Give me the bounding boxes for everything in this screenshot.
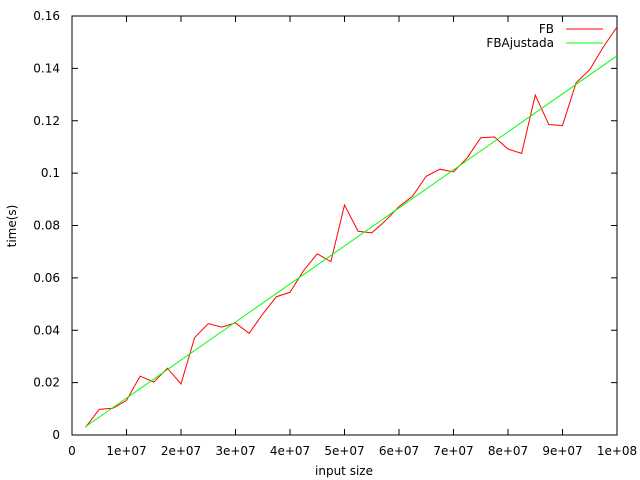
x-tick-label: 8e+07 bbox=[488, 444, 528, 458]
y-tick-label: 0 bbox=[52, 428, 60, 442]
x-tick-label: 4e+07 bbox=[270, 444, 310, 458]
series-line-fbajustada bbox=[85, 55, 618, 428]
y-tick-label: 0.12 bbox=[33, 114, 60, 128]
x-tick-label: 5e+07 bbox=[324, 444, 364, 458]
x-tick-label: 6e+07 bbox=[379, 444, 419, 458]
legend-label: FBAjustada bbox=[486, 36, 554, 50]
y-tick-label: 0.16 bbox=[33, 9, 60, 23]
x-tick-label: 2e+07 bbox=[161, 444, 201, 458]
y-tick-label: 0.02 bbox=[33, 376, 60, 390]
y-tick-label: 0.06 bbox=[33, 271, 60, 285]
y-axis: 0 0.02 0.04 0.06 0.08 0.1 0.12 0.14 0.16 bbox=[33, 9, 617, 442]
series-layer bbox=[85, 26, 618, 428]
legend-label: FB bbox=[539, 22, 554, 36]
y-tick-label: 0.14 bbox=[33, 61, 60, 75]
y-tick-label: 0.1 bbox=[41, 166, 60, 180]
y-tick-label: 0.04 bbox=[33, 323, 60, 337]
x-tick-label: 0 bbox=[68, 444, 76, 458]
x-tick-label: 7e+07 bbox=[433, 444, 473, 458]
x-axis-label: input size bbox=[315, 464, 373, 478]
y-axis-label: time(s) bbox=[5, 205, 19, 248]
x-tick-label: 9e+07 bbox=[542, 444, 582, 458]
plot-frame bbox=[71, 15, 618, 436]
x-tick-label: 3e+07 bbox=[215, 444, 255, 458]
x-tick-label: 1e+07 bbox=[106, 444, 146, 458]
series-line-fb bbox=[85, 26, 618, 428]
x-tick-label: 1e+08 bbox=[597, 444, 637, 458]
y-tick-label: 0.08 bbox=[33, 219, 60, 233]
x-axis: 0 1e+07 2e+07 3e+07 4e+07 5e+07 6e+07 7e+07 8e+0… bbox=[68, 16, 637, 458]
